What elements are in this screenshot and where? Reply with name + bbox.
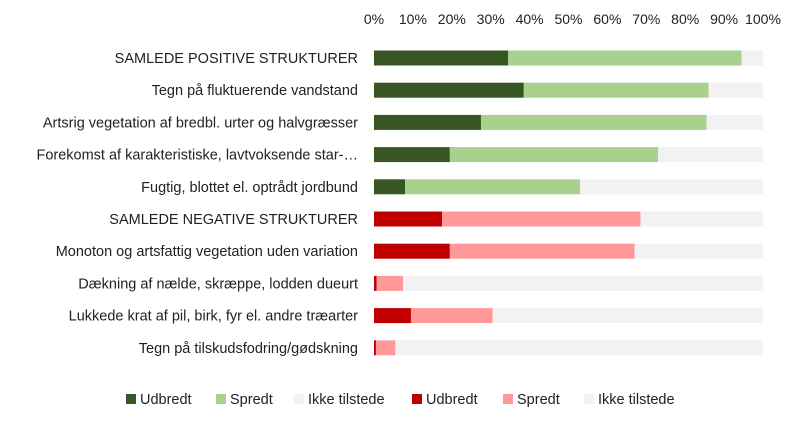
bar-segment-ikke-tilstede-5-row-6 bbox=[634, 243, 763, 259]
legend-label-udbredt-0: Udbredt bbox=[140, 392, 192, 408]
bar-segment-spredt-1-row-2 bbox=[480, 114, 707, 130]
bar-segment-udbredt-3-row-8 bbox=[374, 308, 411, 324]
legend-swatch-ikke-tilstede-5 bbox=[584, 394, 594, 404]
bar-segment-spredt-1-row-3 bbox=[449, 147, 658, 163]
x-tick-label: 80% bbox=[671, 11, 699, 27]
x-tick-label: 10% bbox=[399, 11, 427, 27]
bar-segment-ikke-tilstede-2-row-1 bbox=[708, 82, 763, 98]
legend: Udbredt Spredt Ikke tilstede Udbredt Spredt I… bbox=[126, 392, 675, 408]
bar-segment-ikke-tilstede-2-row-0 bbox=[741, 50, 763, 66]
legend-label-udbredt-3: Udbredt bbox=[426, 392, 478, 408]
category-label-tegn-pa-tilskudsfodring-g-dskning: Tegn på tilskudsfodring/gødskning bbox=[139, 341, 358, 357]
legend-label-spredt-4: Spredt bbox=[517, 392, 560, 408]
bar-segment-ikke-tilstede-5-row-8 bbox=[492, 308, 763, 324]
bar-segment-udbredt-0-row-3 bbox=[374, 147, 450, 163]
category-label-monoton-og-artsfattig-vegetation-uden-va: Monoton og artsfattig vegetation uden va… bbox=[56, 244, 358, 260]
bars bbox=[374, 50, 763, 356]
legend-swatch-ikke-tilstede-2 bbox=[294, 394, 304, 404]
category-labels: SAMLEDE POSITIVE STRUKTURER Tegn på flukt… bbox=[36, 51, 358, 357]
category-label-fugtig-blottet-el-optra-dt-jordbund: Fugtig, blottet el. optrådt jordbund bbox=[141, 180, 358, 196]
bar-segment-spredt-4-row-6 bbox=[449, 243, 635, 259]
x-tick-label: 20% bbox=[438, 11, 466, 27]
bar-segment-spredt-1-row-0 bbox=[508, 50, 742, 66]
legend-swatch-udbredt-0 bbox=[126, 394, 136, 404]
x-tick-label: 70% bbox=[632, 11, 660, 27]
bar-segment-ikke-tilstede-2-row-2 bbox=[706, 114, 763, 130]
bar-segment-udbredt-3-row-9 bbox=[374, 340, 376, 356]
x-tick-label: 90% bbox=[710, 11, 738, 27]
legend-swatch-udbredt-3 bbox=[412, 394, 422, 404]
category-label-samlede-positive-strukturer: SAMLEDE POSITIVE STRUKTURER bbox=[115, 51, 358, 67]
x-tick-label: 100% bbox=[745, 11, 781, 27]
legend-label-ikke-tilstede-5: Ikke tilstede bbox=[598, 392, 675, 408]
bar-segment-ikke-tilstede-5-row-7 bbox=[403, 275, 763, 291]
bar-segment-spredt-4-row-7 bbox=[376, 275, 404, 291]
x-axis: 0% 10% 20% 30% 40% 50% 60% 70% 80% 90% 100% bbox=[364, 11, 781, 27]
category-label-d-kning-af-n-lde-skr-ppe-lodden-dueurt: Dækning af nælde, skræppe, lodden dueurt bbox=[78, 276, 358, 292]
legend-swatch-spredt-1 bbox=[216, 394, 226, 404]
legend-label-spredt-1: Spredt bbox=[230, 392, 273, 408]
bar-segment-ikke-tilstede-2-row-3 bbox=[657, 147, 763, 163]
bar-segment-spredt-1-row-4 bbox=[405, 179, 581, 195]
bar-segment-udbredt-0-row-0 bbox=[374, 50, 509, 66]
x-tick-label: 50% bbox=[554, 11, 582, 27]
bar-segment-ikke-tilstede-5-row-5 bbox=[640, 211, 763, 227]
legend-label-ikke-tilstede-2: Ikke tilstede bbox=[308, 392, 385, 408]
category-label-forekomst-af-karakteristiske-lavtvoksend: Forekomst af karakteristiske, lavtvoksen… bbox=[36, 148, 358, 164]
bar-segment-ikke-tilstede-5-row-9 bbox=[395, 340, 763, 356]
x-tick-label: 40% bbox=[516, 11, 544, 27]
category-label-samlede-negative-strukturer: SAMLEDE NEGATIVE STRUKTURER bbox=[109, 212, 358, 228]
category-label-lukkede-krat-af-pil-birk-fyr-el-andre-tr: Lukkede krat af pil, birk, fyr el. andre… bbox=[69, 309, 358, 325]
x-tick-label: 60% bbox=[593, 11, 621, 27]
bar-segment-spredt-1-row-1 bbox=[523, 82, 709, 98]
bar-segment-udbredt-3-row-5 bbox=[374, 211, 443, 227]
bar-segment-udbredt-3-row-7 bbox=[374, 275, 377, 291]
bar-segment-ikke-tilstede-2-row-4 bbox=[580, 179, 763, 195]
bar-segment-spredt-4-row-5 bbox=[442, 211, 641, 227]
legend-swatch-spredt-4 bbox=[503, 394, 513, 404]
category-label-tegn-pa-fluktuerende-vandstand: Tegn på fluktuerende vandstand bbox=[152, 83, 358, 99]
x-tick-label: 30% bbox=[477, 11, 505, 27]
bar-segment-udbredt-0-row-2 bbox=[374, 114, 481, 130]
bar-segment-udbredt-0-row-1 bbox=[374, 82, 524, 98]
category-label-artsrig-vegetation-af-bredbl-urter-og-ha: Artsrig vegetation af bredbl. urter og h… bbox=[43, 115, 358, 131]
bar-segment-udbredt-3-row-6 bbox=[374, 243, 450, 259]
bar-segment-spredt-4-row-8 bbox=[410, 308, 493, 324]
x-tick-label: 0% bbox=[364, 11, 384, 27]
bar-segment-udbredt-0-row-4 bbox=[374, 179, 406, 195]
bar-segment-spredt-4-row-9 bbox=[375, 340, 396, 356]
